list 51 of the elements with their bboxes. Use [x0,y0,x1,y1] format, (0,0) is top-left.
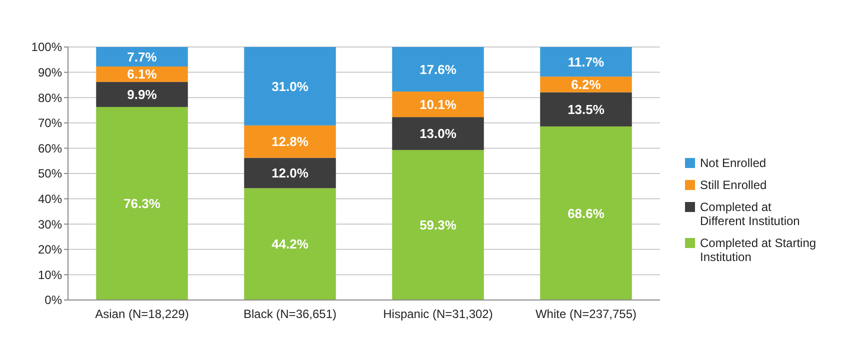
bar [540,76,632,92]
bar [96,106,188,300]
data-label: 11.7% [568,54,605,70]
x-tick-label: White (N=237,755) [535,307,637,321]
y-tick-label: 80% [38,90,62,105]
data-label: 68.6% [568,206,605,221]
x-tick-label: Hispanic (N=31,302) [383,307,493,321]
data-label: 59.3% [420,218,457,233]
bar [96,82,188,107]
data-label: 10.1% [420,96,457,112]
data-label: 7.7% [127,49,158,64]
legend-label: Completed at Starting Institution [700,236,816,264]
bar [392,47,484,92]
y-tick-label: 90% [38,66,62,80]
data-label: 76.3% [124,196,161,212]
x-tick-label: Black (N=36,651) [243,307,337,321]
bar [392,117,484,150]
legend-label: Not Enrolled [700,156,766,170]
data-label: 12.0% [272,166,309,181]
bar [540,126,632,300]
bar [392,92,484,118]
y-tick-label: 100% [31,40,62,54]
x-tick-label: Asian (N=18,229) [95,307,189,321]
data-label: 17.6% [420,62,457,77]
y-tick-label: 10% [38,268,62,282]
bar [96,66,188,82]
y-tick-label: 0% [44,293,62,308]
legend-label: Still Enrolled [700,178,767,192]
bar [392,150,484,300]
bar [540,92,632,126]
y-tick-label: 30% [38,217,62,232]
data-label: 9.9% [127,86,158,102]
bar [244,188,336,300]
y-tick-label: 50% [38,166,62,181]
bar [540,47,632,77]
data-label: 12.8% [272,134,309,150]
bar [244,158,336,188]
bar [244,125,336,158]
bar [96,47,188,66]
data-label: 31.0% [272,78,309,94]
data-label: 6.1% [127,66,158,82]
data-label: 6.2% [571,76,602,92]
data-label: 13.0% [420,126,457,142]
legend-label: Completed at Different Institution [700,200,800,228]
y-tick-label: 40% [38,192,62,206]
y-tick-label: 60% [38,141,62,156]
bar [244,47,336,126]
data-label: 13.5% [568,102,605,117]
y-tick-label: 20% [38,242,62,257]
y-tick-label: 70% [38,116,62,130]
data-label: 44.2% [272,236,309,252]
